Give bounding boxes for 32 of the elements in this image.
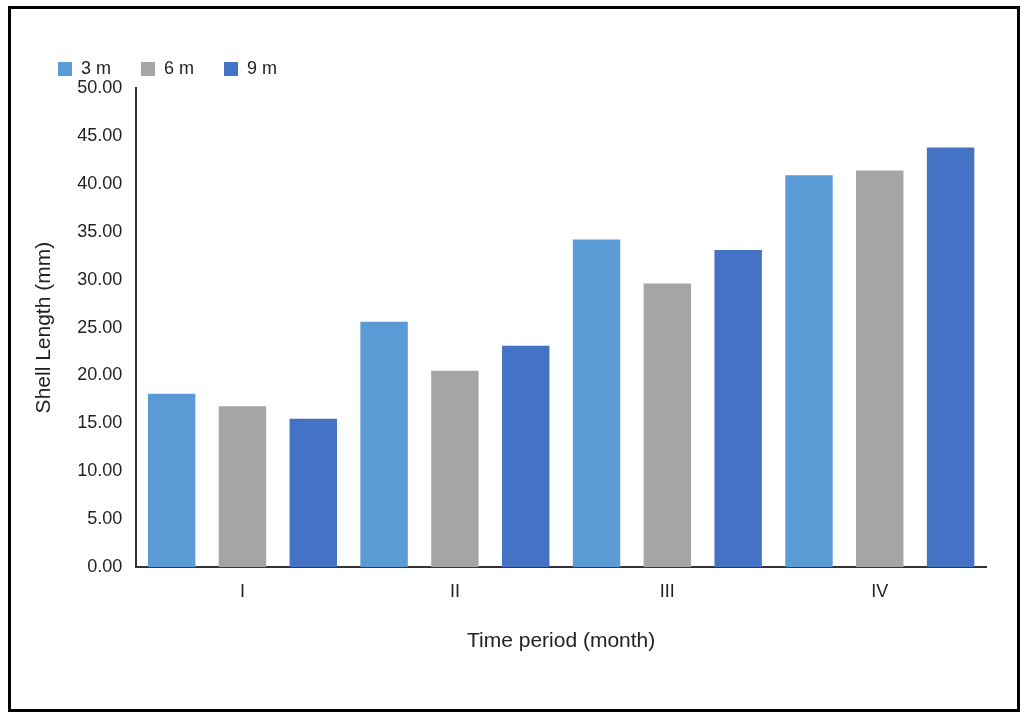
y-tick-label: 0.00 bbox=[87, 556, 123, 577]
bar bbox=[431, 370, 479, 568]
bar bbox=[501, 345, 550, 568]
bar bbox=[572, 239, 621, 568]
y-tick-label: 30.00 bbox=[77, 268, 123, 289]
y-tick-label: 25.00 bbox=[77, 316, 123, 337]
y-tick-label: 45.00 bbox=[77, 124, 123, 145]
x-tick-label: II bbox=[449, 580, 460, 601]
legend-label: 9 m bbox=[247, 57, 278, 78]
bar bbox=[785, 175, 833, 568]
y-tick-label: 35.00 bbox=[77, 220, 123, 241]
bar bbox=[218, 406, 267, 568]
y-tick-label: 20.00 bbox=[77, 364, 123, 385]
bar bbox=[714, 249, 762, 568]
x-tick-label: III bbox=[659, 580, 675, 601]
bar bbox=[289, 418, 337, 568]
y-tick-label: 50.00 bbox=[77, 76, 123, 97]
bar bbox=[643, 283, 692, 568]
y-tick-label: 15.00 bbox=[77, 412, 123, 433]
bar bbox=[147, 393, 196, 568]
x-axis-title: Time period (month) bbox=[466, 628, 656, 652]
bar bbox=[360, 321, 408, 568]
bar bbox=[856, 170, 904, 568]
x-tick-label: IV bbox=[871, 580, 889, 601]
bar bbox=[926, 147, 975, 568]
y-tick-label: 10.00 bbox=[77, 460, 123, 481]
y-axis-title: Shell Length (mm) bbox=[31, 241, 55, 414]
legend-label: 3 m bbox=[81, 57, 112, 78]
y-tick-label: 40.00 bbox=[77, 172, 123, 193]
y-tick-label: 5.00 bbox=[87, 508, 123, 529]
x-tick-label: I bbox=[239, 580, 245, 601]
legend-label: 6 m bbox=[164, 57, 195, 78]
